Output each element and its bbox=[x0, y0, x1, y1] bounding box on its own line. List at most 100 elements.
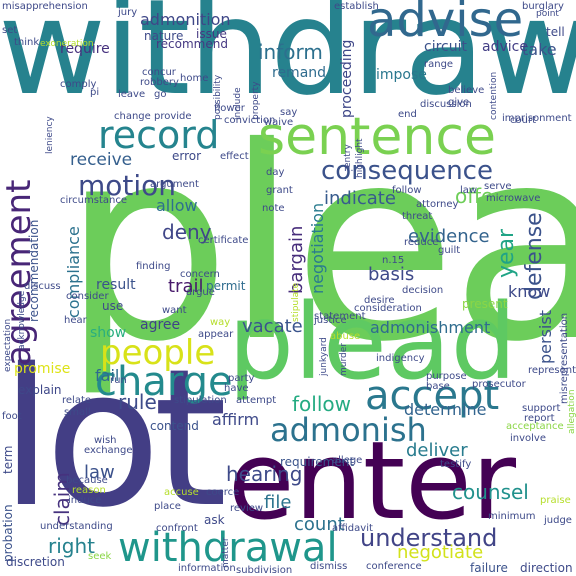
word: want bbox=[162, 305, 187, 316]
word: circumstance bbox=[60, 195, 127, 206]
word: use bbox=[102, 299, 124, 313]
word: consider bbox=[66, 291, 109, 302]
word: wish bbox=[94, 435, 117, 446]
word: admonish bbox=[270, 411, 427, 449]
word: promise bbox=[14, 361, 71, 377]
word: present bbox=[462, 297, 508, 311]
word: trail bbox=[168, 276, 204, 297]
word: change bbox=[114, 111, 151, 122]
word: leniency bbox=[45, 116, 55, 154]
word: effect bbox=[220, 151, 249, 162]
word: ask bbox=[204, 513, 225, 527]
word: statement bbox=[314, 311, 366, 322]
word: believe bbox=[448, 85, 485, 96]
word: affirm bbox=[212, 410, 260, 429]
word: reason bbox=[72, 485, 106, 496]
word: allow bbox=[156, 196, 198, 215]
word: threat bbox=[402, 211, 433, 222]
word: explain bbox=[18, 383, 62, 397]
word: provide bbox=[154, 111, 192, 122]
word: finding bbox=[136, 261, 171, 272]
word: court bbox=[510, 115, 536, 126]
word: minimum bbox=[488, 511, 536, 522]
word: imprisonment bbox=[502, 113, 572, 124]
word: determine bbox=[404, 400, 487, 419]
word: testify bbox=[440, 459, 472, 470]
word: understanding bbox=[40, 521, 113, 532]
word: pi bbox=[90, 87, 100, 98]
word: advise bbox=[367, 0, 524, 48]
word: discuss bbox=[24, 281, 61, 292]
word: say bbox=[280, 107, 298, 118]
word: compliance bbox=[64, 226, 83, 318]
word: permit bbox=[206, 279, 246, 293]
word: deny bbox=[162, 220, 212, 244]
word: indicate bbox=[324, 188, 396, 209]
word: admonishment bbox=[370, 318, 491, 337]
word: requirement bbox=[280, 455, 355, 469]
word: consideration bbox=[354, 303, 422, 314]
word: seek bbox=[88, 551, 112, 562]
word: people bbox=[100, 333, 216, 373]
word: recommendation bbox=[27, 219, 41, 322]
word: direction bbox=[520, 561, 573, 575]
word: record bbox=[98, 113, 220, 157]
word: allege bbox=[332, 455, 363, 466]
word: place bbox=[154, 501, 181, 512]
word: range bbox=[424, 59, 454, 70]
word: attorney bbox=[416, 199, 459, 210]
word: proceeding bbox=[339, 39, 355, 118]
word: concern bbox=[180, 269, 220, 280]
word: law bbox=[84, 462, 115, 483]
word: allegation bbox=[567, 389, 576, 434]
word: point bbox=[536, 9, 559, 19]
word: property bbox=[251, 81, 261, 120]
word: n. bbox=[344, 163, 354, 174]
word: understand bbox=[360, 524, 498, 552]
word: show bbox=[90, 325, 127, 341]
word: exchange bbox=[84, 445, 133, 456]
word: rule bbox=[118, 390, 157, 414]
word: plea bbox=[62, 90, 576, 400]
word: information bbox=[178, 563, 236, 574]
word: comply bbox=[60, 79, 97, 90]
word: day bbox=[266, 167, 285, 178]
word: file bbox=[264, 492, 292, 513]
word: failure bbox=[470, 561, 508, 575]
word: concur bbox=[142, 67, 176, 78]
word: consequence bbox=[321, 156, 493, 186]
word: leave bbox=[118, 89, 146, 100]
word: microwave bbox=[486, 193, 541, 204]
word: confront bbox=[156, 523, 198, 534]
word: misapprehension bbox=[2, 1, 88, 12]
word: party bbox=[228, 373, 255, 384]
word: matter bbox=[221, 537, 231, 568]
word: give bbox=[448, 97, 470, 108]
word: attempt bbox=[236, 395, 277, 406]
word: negotiation bbox=[308, 202, 327, 294]
word: receive bbox=[70, 150, 133, 170]
word: expectation bbox=[3, 318, 13, 372]
word: issue bbox=[196, 27, 227, 41]
word: counsel bbox=[452, 480, 529, 504]
word: dismiss bbox=[310, 561, 348, 572]
word: persist bbox=[536, 310, 555, 364]
word: argue bbox=[186, 287, 215, 298]
word: reduce bbox=[404, 237, 439, 248]
word: basis bbox=[368, 264, 415, 285]
word: right bbox=[48, 534, 95, 558]
word: stipulate bbox=[291, 282, 301, 322]
word: withdraw bbox=[0, 0, 576, 125]
word: deliver bbox=[406, 440, 468, 461]
word: probation bbox=[1, 504, 15, 562]
word: tell bbox=[546, 25, 565, 39]
word: exoneration bbox=[40, 39, 94, 49]
word: stipulation bbox=[174, 395, 227, 406]
word: decision bbox=[402, 285, 444, 296]
word: appear bbox=[198, 329, 234, 340]
word: induce bbox=[68, 495, 102, 506]
word: offer bbox=[455, 184, 502, 208]
word: accuse bbox=[164, 487, 199, 498]
word: result bbox=[96, 277, 136, 293]
word: argument bbox=[150, 179, 199, 190]
